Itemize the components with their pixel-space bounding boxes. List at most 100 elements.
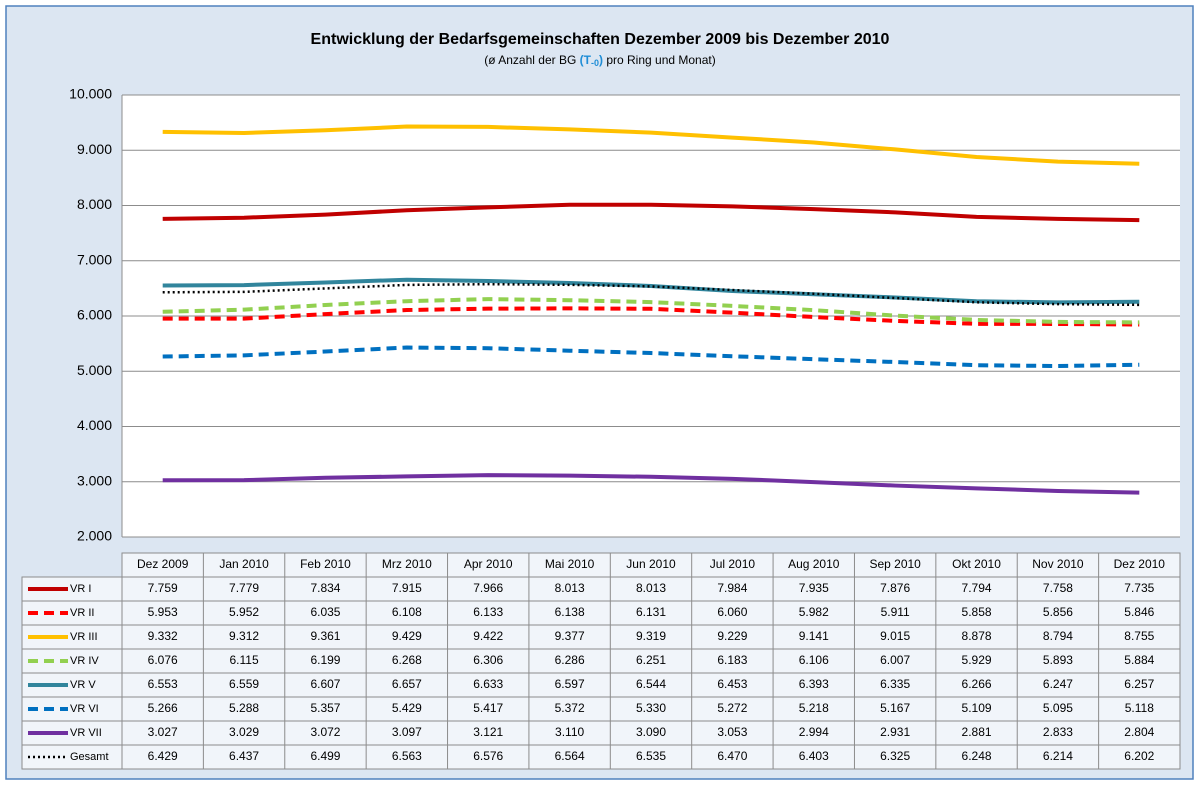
x-tick-label: Dez 2009 (137, 557, 189, 571)
legend-label: VR V (70, 679, 96, 691)
subtitle-part: (ø Anzahl der BG (484, 53, 576, 67)
x-tick-label: Nov 2010 (1032, 557, 1084, 571)
table-value: 3.097 (392, 725, 422, 739)
table-value: 6.007 (880, 653, 910, 667)
table-value: 6.268 (392, 653, 422, 667)
table-value: 5.952 (229, 605, 259, 619)
table-value: 6.251 (636, 653, 666, 667)
table-value: 7.735 (1124, 581, 1154, 595)
table-value: 5.357 (310, 701, 340, 715)
table-value: 9.361 (310, 629, 340, 643)
table-value: 9.229 (717, 629, 747, 643)
table-value: 2.833 (1043, 725, 1073, 739)
table-value: 6.563 (392, 749, 422, 763)
y-tick-label: 3.000 (77, 472, 112, 488)
series-line (162, 202, 1140, 223)
table-value: 9.141 (799, 629, 829, 643)
legend-label: VR IV (70, 655, 99, 667)
table-value: 6.214 (1043, 749, 1073, 763)
series-line (162, 297, 1140, 325)
table-value: 6.248 (962, 749, 992, 763)
table-value: 6.453 (717, 677, 747, 691)
series-line (162, 124, 1140, 166)
table-value: 2.881 (962, 725, 992, 739)
subtitle-part: ) (599, 53, 603, 67)
table-value: 6.115 (230, 653, 259, 667)
table-value: 6.544 (636, 677, 666, 691)
table-value: 9.319 (636, 629, 666, 643)
series-line (162, 473, 1140, 495)
table-value: 8.794 (1043, 629, 1073, 643)
legend-label: VR III (70, 631, 98, 643)
table-value: 6.633 (473, 677, 503, 691)
table-value: 6.035 (310, 605, 340, 619)
table-value: 6.597 (555, 677, 585, 691)
table-value: 9.015 (880, 629, 910, 643)
x-tick-label: Jun 2010 (626, 557, 676, 571)
table-value: 6.306 (473, 653, 503, 667)
x-tick-label: Sep 2010 (869, 557, 921, 571)
series-line (162, 277, 1140, 305)
table-value: 6.470 (717, 749, 747, 763)
table-value: 7.935 (799, 581, 829, 595)
legend-label: VR II (70, 607, 94, 619)
table-value: 6.138 (555, 605, 585, 619)
table-value: 5.953 (148, 605, 178, 619)
chart-subtitle: (ø Anzahl der BG (T-0) pro Ring und Mona… (484, 53, 715, 68)
table-value: 3.121 (473, 725, 503, 739)
table-value: 3.090 (636, 725, 666, 739)
table-value: 6.657 (392, 677, 422, 691)
table-value: 5.884 (1124, 653, 1154, 667)
table-value: 6.133 (473, 605, 503, 619)
table-value: 7.876 (880, 581, 910, 595)
y-tick-label: 5.000 (77, 362, 112, 378)
subtitle-part: -0 (591, 58, 599, 68)
table-value: 3.110 (555, 725, 584, 739)
series-line (162, 306, 1140, 327)
x-tick-label: Mai 2010 (545, 557, 595, 571)
table-value: 6.108 (392, 605, 422, 619)
x-tick-label: Jan 2010 (219, 557, 269, 571)
table-value: 5.911 (881, 605, 910, 619)
table-value: 6.060 (717, 605, 747, 619)
table-value: 5.118 (1125, 701, 1154, 715)
table-value: 6.199 (310, 653, 340, 667)
table-value: 3.029 (229, 725, 259, 739)
table-value: 6.335 (880, 677, 910, 691)
legend-label: VR I (70, 583, 91, 595)
table-value: 7.915 (392, 581, 422, 595)
table-value: 6.247 (1043, 677, 1073, 691)
table-value: 6.076 (148, 653, 178, 667)
table-value: 2.994 (799, 725, 829, 739)
table-value: 2.804 (1124, 725, 1154, 739)
table-value: 6.257 (1124, 677, 1154, 691)
table-value: 5.167 (880, 701, 910, 715)
table-value: 6.535 (636, 749, 666, 763)
table-value: 6.559 (229, 677, 259, 691)
subtitle-part: (T (580, 53, 592, 67)
x-tick-label: Feb 2010 (300, 557, 351, 571)
table-value: 8.755 (1124, 629, 1154, 643)
table-value: 6.576 (473, 749, 503, 763)
x-tick-label: Mrz 2010 (382, 557, 432, 571)
table-value: 6.564 (555, 749, 585, 763)
y-tick-label: 10.000 (69, 86, 112, 102)
table-value: 9.429 (392, 629, 422, 643)
table-value: 6.202 (1124, 749, 1154, 763)
table-value: 7.966 (473, 581, 503, 595)
x-tick-label: Apr 2010 (464, 557, 513, 571)
table-value: 5.893 (1043, 653, 1073, 667)
table-value: 5.109 (962, 701, 992, 715)
table-value: 9.422 (473, 629, 503, 643)
table-value: 5.929 (962, 653, 992, 667)
table-value: 5.858 (962, 605, 992, 619)
table-value: 5.266 (148, 701, 178, 715)
table-value: 7.758 (1043, 581, 1073, 595)
table-value: 5.095 (1043, 701, 1073, 715)
table-value: 8.013 (555, 581, 585, 595)
x-tick-label: Jul 2010 (710, 557, 756, 571)
table-value: 6.266 (962, 677, 992, 691)
table-value: 5.856 (1043, 605, 1073, 619)
y-tick-label: 9.000 (77, 141, 112, 157)
table-value: 7.984 (717, 581, 747, 595)
